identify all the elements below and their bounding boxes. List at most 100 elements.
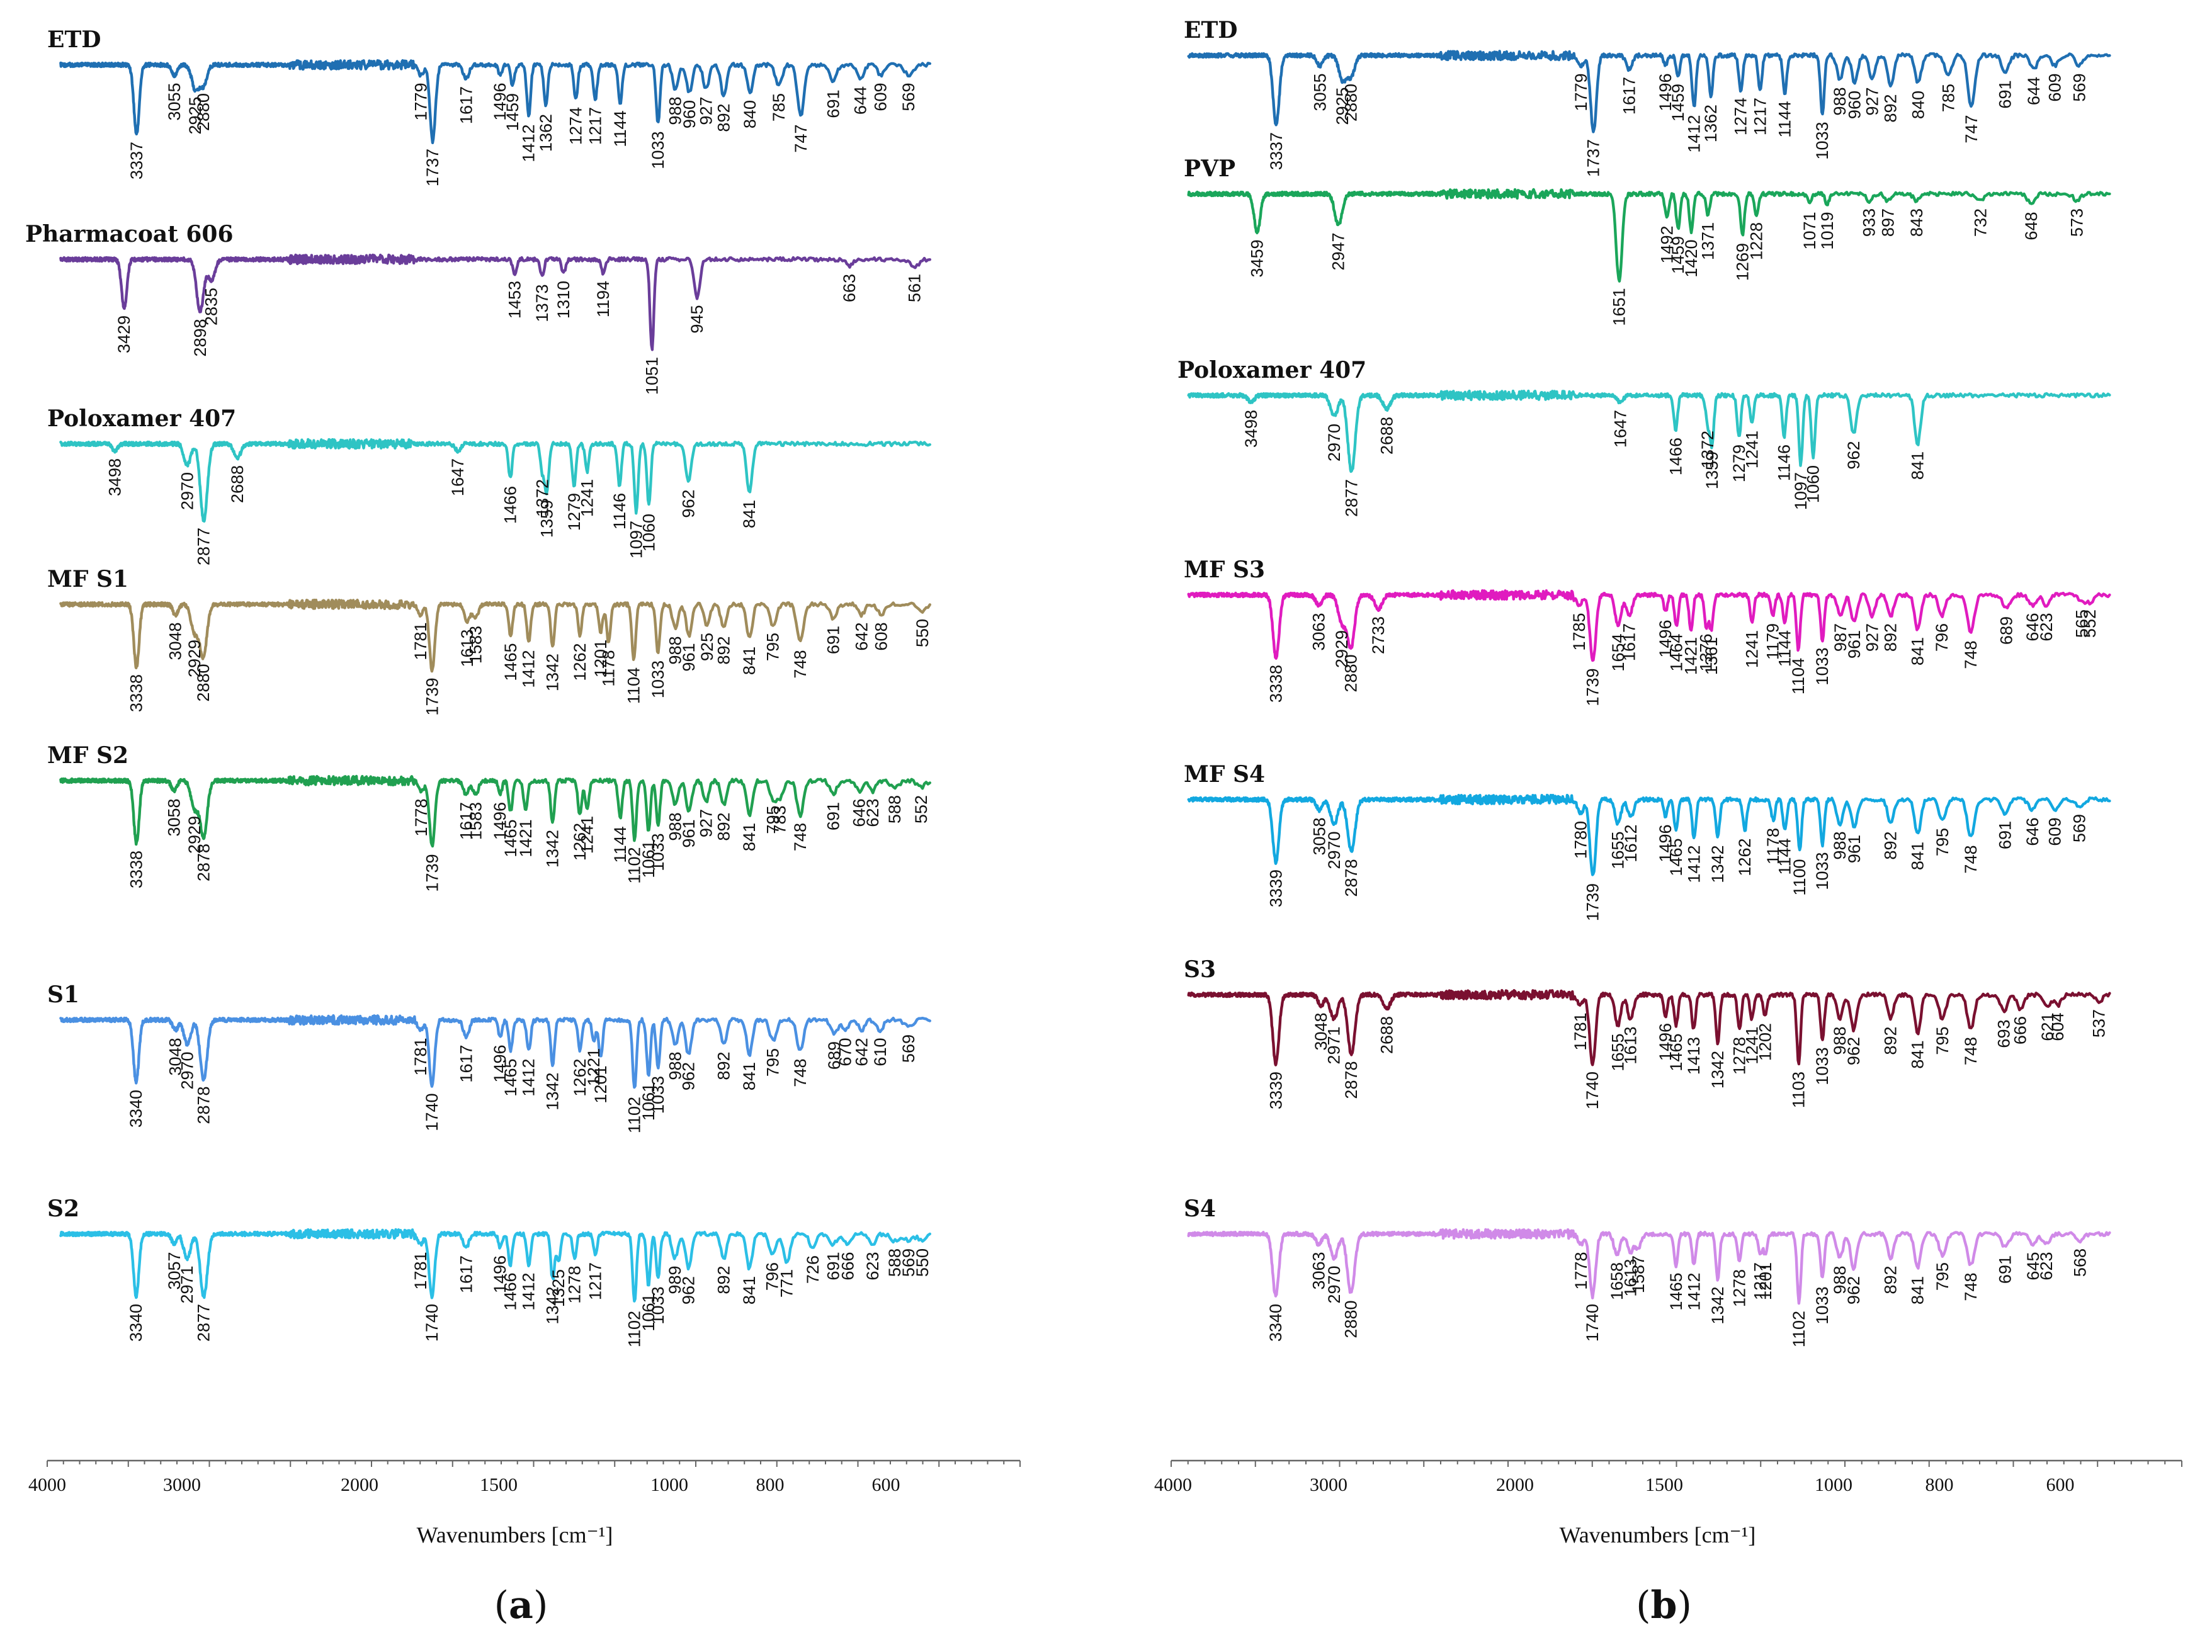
peak-label: 1371 — [1698, 222, 1717, 260]
x-tick-label: 2000 — [1496, 1474, 1534, 1495]
peak-label: 1421 — [1682, 637, 1701, 675]
peak-label: 1033 — [1813, 1048, 1832, 1085]
peak-label: 3339 — [1266, 1072, 1285, 1109]
peak-label: 609 — [2045, 74, 2064, 102]
peak-label: 1262 — [1735, 839, 1754, 876]
peak-label: 666 — [2011, 1016, 2030, 1044]
peak-label: 1262 — [570, 823, 589, 861]
peak-label: 988 — [666, 1052, 685, 1080]
peak-label: 1412 — [1684, 115, 1703, 153]
peak-label: 1342 — [1708, 1051, 1727, 1089]
peak-label: 691 — [824, 626, 842, 654]
x-tick-label: 4000 — [28, 1474, 66, 1495]
peak-label: 1146 — [610, 493, 629, 529]
x-axis-title: Wavenumbers [cm⁻¹] — [1560, 1522, 1756, 1547]
peak-label: 573 — [2068, 208, 2087, 237]
peak-label: 552 — [912, 795, 931, 823]
spectrum-line — [59, 438, 931, 523]
peak-label: 1464 — [1667, 634, 1686, 672]
x-axis-title: Wavenumbers [cm⁻¹] — [417, 1522, 613, 1547]
peak-label: 1459 — [503, 93, 522, 131]
peak-label: 795 — [1933, 1027, 1952, 1055]
peak-label: 892 — [714, 813, 733, 841]
peak-label: 569 — [899, 1034, 918, 1063]
peak-label: 988 — [1830, 1266, 1849, 1294]
peak-label: 2733 — [1369, 616, 1388, 654]
peak-label: 1144 — [1776, 101, 1795, 138]
peak-label: 1583 — [466, 626, 485, 664]
trace-title: Pharmacoat 606 — [25, 221, 234, 247]
peak-label: 1104 — [625, 667, 644, 704]
peak-label: 1194 — [594, 281, 613, 317]
peak-label: 1587 — [1629, 1255, 1648, 1293]
peak-label: 1613 — [458, 630, 477, 667]
peak-label: 962 — [1844, 1276, 1863, 1304]
peak-label: 1033 — [649, 1287, 667, 1325]
panel-letter: a — [509, 1583, 533, 1627]
peak-label: 1217 — [586, 107, 604, 145]
peak-label: 644 — [851, 86, 870, 115]
peak-label: 2971 — [1325, 1027, 1344, 1065]
peak-label: 2929 — [1332, 630, 1351, 668]
peak-label: 841 — [740, 823, 759, 851]
peak-label: 1061 — [639, 1294, 658, 1332]
peak-label: 892 — [714, 104, 733, 132]
peak-label: 1060 — [1804, 465, 1823, 503]
peak-label: 962 — [679, 1062, 698, 1090]
peak-label: 1217 — [1750, 98, 1769, 135]
peak-label: 927 — [696, 97, 715, 125]
peak-label: 1262 — [570, 1059, 589, 1097]
trace-title: MF S3 — [1184, 557, 1265, 583]
peak-label: 2688 — [228, 465, 247, 503]
peak-label: 1201 — [1756, 1262, 1775, 1300]
peak-label: 1658 — [1608, 1262, 1626, 1300]
peak-label: 1376 — [1697, 634, 1716, 672]
peak-label: 1342 — [1708, 1287, 1727, 1325]
peak-label: 795 — [1933, 1262, 1952, 1291]
peak-label: 1412 — [1684, 1273, 1703, 1311]
peak-label: 1102 — [625, 1097, 644, 1133]
peak-label: 3338 — [127, 674, 146, 712]
peak-label: 841 — [740, 1062, 759, 1090]
peak-label: 1144 — [1776, 839, 1795, 875]
peak-label: 663 — [840, 274, 859, 302]
spectrum-line — [1187, 50, 2111, 133]
peak-label: 1496 — [491, 802, 509, 840]
peak-label: 747 — [791, 125, 810, 153]
peak-label: 623 — [2037, 1252, 2056, 1281]
peak-label: 1279 — [565, 493, 584, 531]
trace-title: S3 — [1184, 956, 1216, 983]
peak-label: 1342 — [543, 1287, 562, 1325]
peak-label: 604 — [2048, 1013, 2067, 1041]
peak-label: 3048 — [166, 1038, 185, 1076]
peak-label: 2880 — [194, 664, 213, 702]
peak-label: 795 — [764, 1048, 783, 1077]
peak-label: 962 — [679, 1276, 698, 1304]
peak-label: 795 — [1933, 828, 1952, 856]
peak-label: 561 — [905, 274, 924, 302]
peak-label: 748 — [791, 823, 810, 851]
peak-label: 1033 — [1813, 1287, 1832, 1325]
peak-label: 1465 — [501, 1059, 520, 1097]
peak-label: 569 — [2070, 814, 2089, 842]
peak-label: 1465 — [1667, 839, 1686, 876]
peak-label: 1617 — [1620, 77, 1639, 115]
peak-label: 843 — [1907, 208, 1926, 237]
trace-title: MF S2 — [47, 742, 128, 769]
peak-label: 841 — [740, 500, 759, 528]
peak-label: 1465 — [1667, 1034, 1686, 1072]
peak-label: 1060 — [640, 514, 659, 552]
peak-label: 1655 — [1609, 832, 1628, 869]
peak-label: 1651 — [1609, 288, 1628, 326]
peak-label: 961 — [679, 643, 698, 672]
trace-title: ETD — [47, 26, 101, 53]
peak-label: 3498 — [105, 458, 124, 496]
peak-label: 3055 — [165, 83, 184, 121]
peak-label: 960 — [1846, 91, 1864, 119]
peak-label: 988 — [666, 97, 685, 125]
peak-label: 1278 — [1730, 1037, 1749, 1075]
